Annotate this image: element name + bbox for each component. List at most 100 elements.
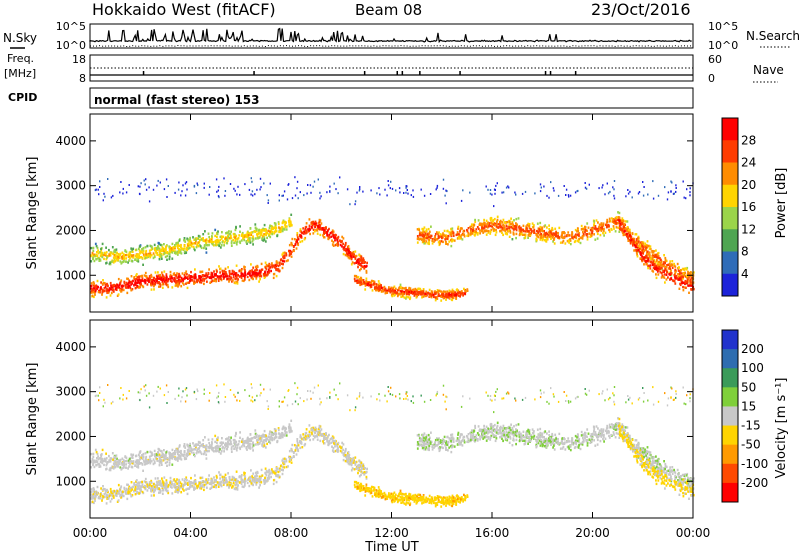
noise-search-dot — [216, 45, 218, 47]
power-cell — [669, 260, 672, 263]
power-cell — [466, 230, 469, 233]
power-cell — [224, 267, 227, 270]
power-cell — [686, 188, 688, 191]
power-cell — [373, 280, 376, 284]
velocity-cell — [167, 491, 170, 495]
velocity-cell — [204, 480, 206, 483]
velocity-cell — [268, 477, 271, 480]
power-cell — [149, 254, 152, 257]
velocity-cell — [226, 483, 229, 486]
power-cell — [518, 228, 521, 231]
velocity-cell — [243, 471, 245, 474]
power-cell — [274, 264, 276, 268]
power-cell — [148, 252, 151, 255]
velocity-cell — [228, 486, 230, 489]
power-cell — [252, 243, 254, 246]
power-cell — [382, 288, 385, 292]
power-cell — [575, 236, 578, 240]
noise-search-dot — [623, 45, 625, 47]
velocity-cell — [365, 475, 368, 479]
velocity-cell — [165, 484, 168, 488]
power-cell — [690, 277, 693, 280]
power-cell — [377, 280, 380, 283]
velocity-cell — [314, 426, 317, 429]
power-cell — [440, 240, 443, 243]
velocity-cell — [351, 467, 354, 470]
power-cell — [423, 237, 426, 240]
power-cell — [138, 256, 141, 259]
power-cell — [576, 190, 578, 193]
power-cell — [655, 266, 658, 269]
power-cell — [233, 241, 235, 244]
power-cell — [217, 243, 220, 247]
power-cell — [193, 184, 196, 187]
power-cell — [157, 245, 159, 248]
power-cell — [130, 259, 133, 262]
velocity-cell — [173, 478, 176, 481]
power-cell — [376, 286, 378, 290]
power-cell — [165, 277, 168, 280]
power-cell — [353, 277, 356, 281]
noise-search-dot — [237, 45, 239, 47]
power-cell — [135, 277, 138, 281]
power-cell — [553, 189, 555, 192]
power-cell — [193, 282, 195, 285]
velocity-cell — [271, 468, 273, 471]
power-cell — [215, 270, 218, 273]
power-cell — [261, 237, 263, 240]
power-cell — [248, 240, 250, 244]
power-cell — [539, 236, 542, 239]
velocity-cell — [144, 477, 147, 481]
velocity-cell — [302, 433, 305, 436]
colorbar-cell — [722, 140, 738, 163]
power-cell — [295, 247, 298, 250]
power-cell — [326, 191, 328, 194]
power-cell — [148, 275, 151, 278]
noise-search-dot — [475, 45, 477, 47]
power-cell — [137, 281, 140, 284]
power-cell — [393, 291, 396, 294]
power-cell — [649, 245, 652, 248]
power-cell — [387, 288, 390, 291]
power-cell — [613, 180, 616, 182]
power-cell — [446, 190, 448, 193]
power-cell — [630, 239, 632, 242]
power-cell — [401, 290, 404, 293]
power-cell — [496, 218, 499, 222]
noise-search-dot — [174, 45, 176, 47]
power-cell — [499, 222, 502, 225]
power-cell — [270, 228, 273, 231]
power-cell — [161, 286, 164, 289]
noise-search-dot — [665, 45, 667, 47]
power-cell — [364, 284, 367, 287]
noise-search-dot — [545, 45, 547, 47]
power-cell — [258, 280, 260, 283]
velocity-cell — [230, 478, 233, 482]
power-cell — [689, 284, 692, 287]
power-cell — [421, 233, 423, 236]
power-cell — [629, 231, 631, 234]
velocity-cell — [169, 476, 172, 480]
freq-outlier — [401, 71, 404, 75]
power-cell — [618, 219, 620, 222]
power-cell — [451, 288, 454, 291]
power-cell — [249, 232, 251, 235]
noise-search-dot — [162, 45, 164, 47]
power-cell — [472, 226, 475, 230]
power-cell — [95, 258, 97, 261]
power-cell — [524, 233, 527, 236]
power-cell — [386, 291, 388, 294]
power-cell — [671, 260, 674, 263]
power-cell — [472, 228, 474, 232]
power-cell — [102, 289, 105, 293]
power-cell — [240, 276, 243, 279]
power-cell — [663, 276, 666, 279]
power-cell — [261, 268, 264, 271]
power-cell — [148, 249, 151, 252]
power-cell — [332, 240, 335, 244]
colorbar-cell — [722, 251, 738, 275]
power-cell — [581, 235, 584, 238]
noise-search-dot — [373, 45, 375, 47]
power-cell — [686, 280, 688, 283]
power-cell — [683, 268, 686, 271]
